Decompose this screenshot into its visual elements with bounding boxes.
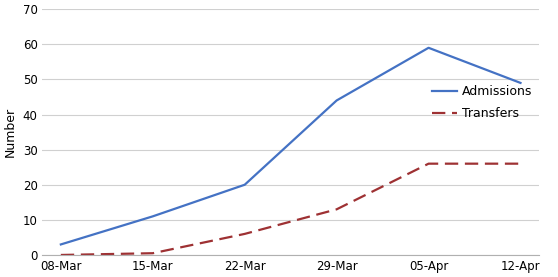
Admissions (333, 99, 340, 102)
Transfers (517, 162, 524, 165)
Transfers (242, 232, 248, 235)
Line: Admissions: Admissions (61, 48, 521, 244)
Transfers (333, 208, 340, 211)
Admissions (242, 183, 248, 186)
Line: Transfers: Transfers (61, 164, 521, 255)
Transfers (57, 253, 64, 257)
Y-axis label: Number: Number (4, 107, 17, 157)
Transfers (150, 252, 156, 255)
Admissions (150, 215, 156, 218)
Transfers (425, 162, 432, 165)
Admissions (57, 243, 64, 246)
Legend: Admissions, Transfers: Admissions, Transfers (432, 85, 533, 120)
Admissions (517, 81, 524, 84)
Admissions (425, 46, 432, 50)
